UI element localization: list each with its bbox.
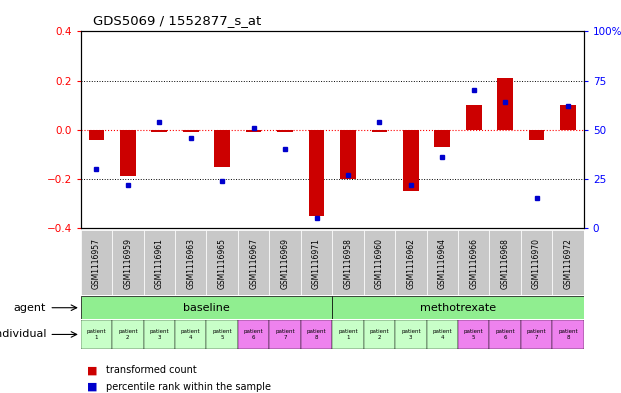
Bar [301,320,332,349]
Text: GSM1116964: GSM1116964 [438,238,446,289]
Text: methotrexate: methotrexate [420,303,496,313]
Bar [395,320,427,349]
Text: patient
5: patient 5 [464,329,484,340]
Text: GSM1116963: GSM1116963 [186,238,195,289]
Text: GSM1116968: GSM1116968 [501,238,510,289]
Text: patient
8: patient 8 [558,329,578,340]
Bar [521,320,552,349]
Bar [521,230,552,295]
Bar [560,105,576,130]
Bar [403,130,419,191]
Text: ■: ■ [87,365,97,375]
Bar [435,130,450,147]
Bar [552,320,584,349]
Bar [332,296,584,319]
Bar [489,230,521,295]
Text: GDS5069 / 1552877_s_at: GDS5069 / 1552877_s_at [93,15,261,28]
Text: GSM1116966: GSM1116966 [469,238,478,289]
Bar [143,320,175,349]
Bar [238,230,270,295]
Bar [238,320,270,349]
Text: percentile rank within the sample: percentile rank within the sample [106,382,271,392]
Text: patient
6: patient 6 [496,329,515,340]
Bar [81,230,112,295]
Text: GSM1116969: GSM1116969 [281,238,289,289]
Bar [270,230,301,295]
Bar [89,130,104,140]
Text: patient
4: patient 4 [181,329,201,340]
Text: GSM1116967: GSM1116967 [249,238,258,289]
Bar [371,130,388,132]
Text: patient
6: patient 6 [244,329,263,340]
Bar [427,230,458,295]
Bar [270,320,301,349]
Bar [458,320,489,349]
Bar [81,296,332,319]
Text: baseline: baseline [183,303,230,313]
Text: patient
3: patient 3 [401,329,420,340]
Text: GSM1116965: GSM1116965 [218,238,227,289]
Text: patient
5: patient 5 [212,329,232,340]
Text: patient
1: patient 1 [87,329,106,340]
Text: patient
2: patient 2 [369,329,389,340]
Bar [175,230,206,295]
Bar [309,130,324,216]
Text: GSM1116961: GSM1116961 [155,238,164,289]
Text: patient
1: patient 1 [338,329,358,340]
Text: GSM1116962: GSM1116962 [406,238,415,289]
Bar [332,230,364,295]
Bar [395,230,427,295]
Text: GSM1116972: GSM1116972 [563,238,573,289]
Bar [332,320,364,349]
Bar [214,130,230,167]
Bar [112,320,143,349]
Bar [246,130,261,132]
Bar [143,230,175,295]
Bar [497,78,513,130]
Text: patient
2: patient 2 [118,329,138,340]
Text: agent: agent [14,303,46,313]
Text: patient
7: patient 7 [527,329,546,340]
Text: GSM1116970: GSM1116970 [532,238,541,289]
Bar [528,130,545,140]
Bar [364,320,395,349]
Bar [112,230,143,295]
Text: individual: individual [0,329,46,340]
Bar [206,230,238,295]
Bar [152,130,167,132]
Bar [427,320,458,349]
Text: patient
8: patient 8 [307,329,326,340]
Bar [206,320,238,349]
Bar [81,320,112,349]
Text: ■: ■ [87,382,97,392]
Bar [183,130,199,132]
Text: GSM1116957: GSM1116957 [92,238,101,289]
Bar [301,230,332,295]
Bar [364,230,395,295]
Bar [340,130,356,179]
Bar [175,320,206,349]
Text: transformed count: transformed count [106,365,196,375]
Bar [552,230,584,295]
Text: GSM1116959: GSM1116959 [124,238,132,289]
Text: patient
4: patient 4 [432,329,452,340]
Text: GSM1116971: GSM1116971 [312,238,321,289]
Bar [466,105,481,130]
Text: GSM1116960: GSM1116960 [375,238,384,289]
Text: patient
7: patient 7 [275,329,295,340]
Text: GSM1116958: GSM1116958 [343,238,353,289]
Bar [277,130,293,132]
Bar [489,320,521,349]
Text: patient
3: patient 3 [150,329,169,340]
Bar [458,230,489,295]
Bar [120,130,136,176]
